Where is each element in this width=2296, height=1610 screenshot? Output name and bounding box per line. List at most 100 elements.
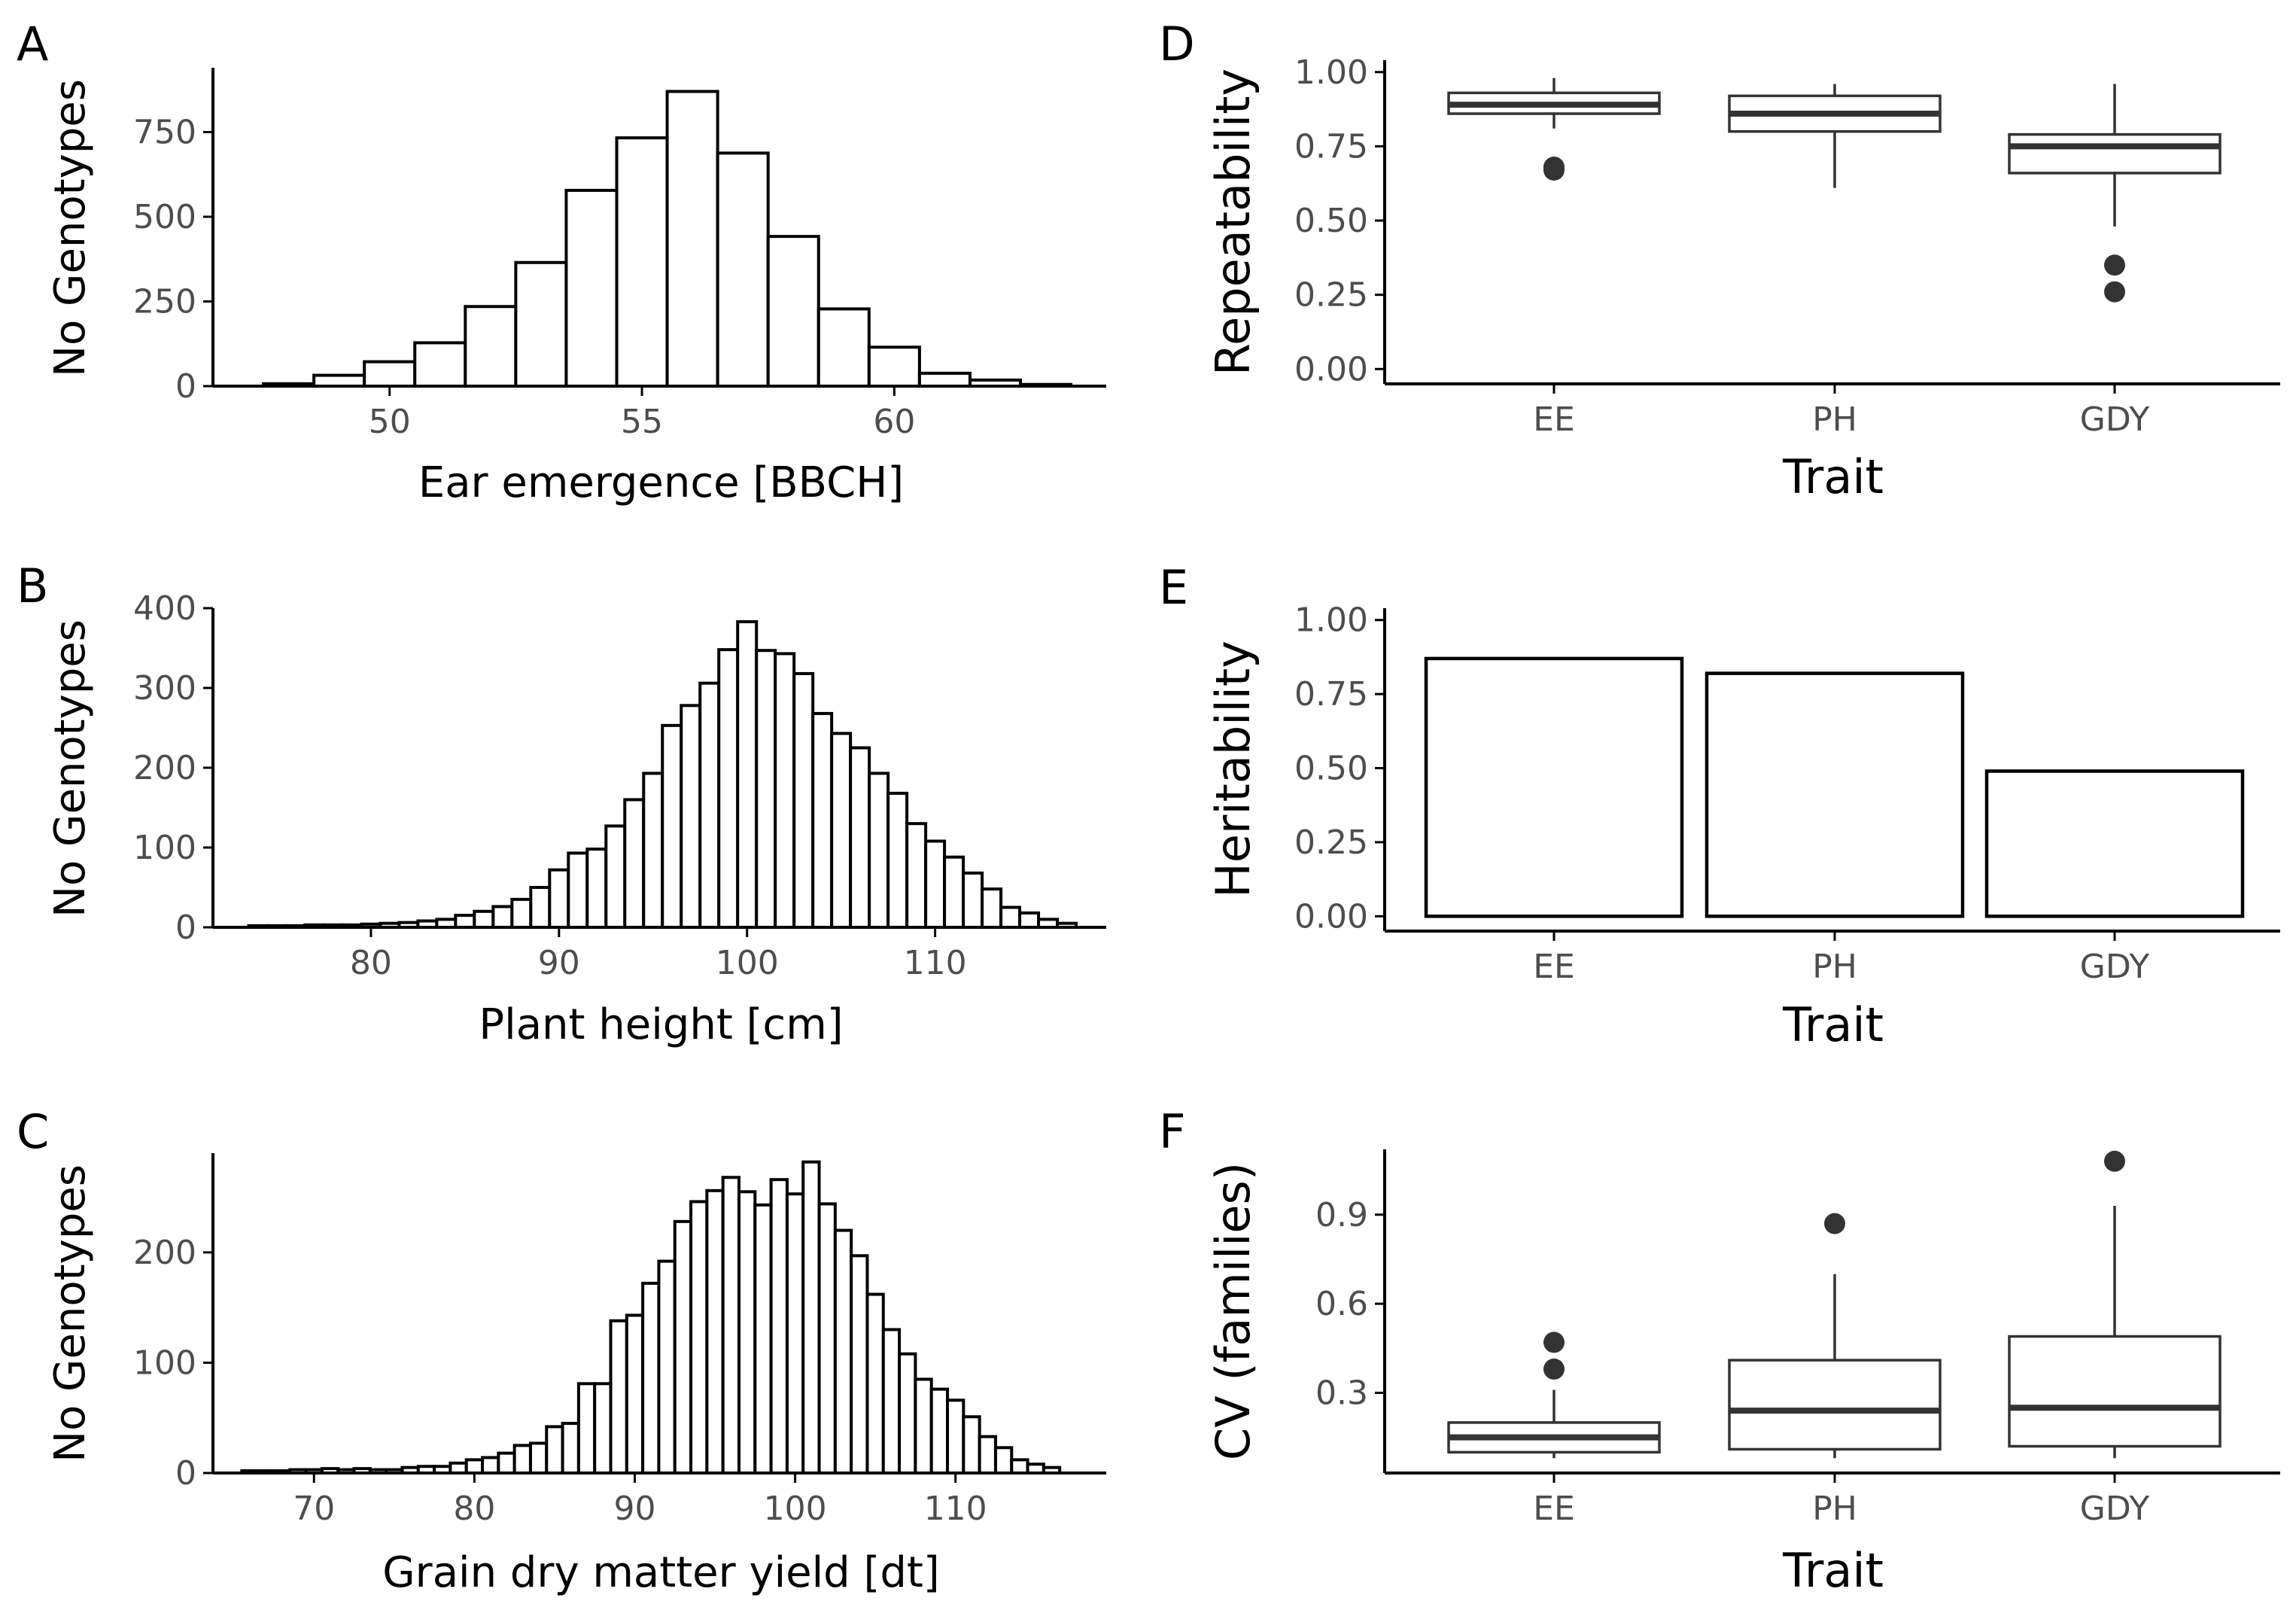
x-axis-title: Trait — [1782, 1543, 1884, 1598]
x-tick-label: 80 — [350, 944, 392, 982]
histogram-bar — [567, 851, 589, 930]
histogram-bar — [898, 1352, 917, 1475]
bar-ph — [1705, 671, 1965, 918]
y-tick-label: 750 — [133, 114, 196, 152]
y-tick-label: 0.00 — [1294, 897, 1368, 936]
y-axis-title: Heritability — [1206, 641, 1261, 898]
x-tick-label: EE — [1533, 1490, 1575, 1528]
y-tick-label: 0.3 — [1315, 1374, 1368, 1412]
y-tick-label: 400 — [133, 589, 196, 628]
histogram-bar — [766, 235, 820, 388]
x-tick-label: GDY — [2080, 1490, 2150, 1528]
histogram-bar — [1010, 1458, 1029, 1475]
x-axis-title: Trait — [1782, 997, 1884, 1052]
histogram-bar — [905, 822, 928, 929]
histogram-bar — [514, 260, 568, 388]
y-tick-label: 100 — [133, 1344, 196, 1382]
x-tick-label: PH — [1812, 1490, 1857, 1528]
panel-letter: E — [1159, 560, 1188, 615]
histogram-bar — [886, 791, 909, 930]
histogram-bar — [561, 1422, 580, 1475]
panel-f-boxplot: F EE PH GDY 0.3 0.6 0.9 Trait CV (families) — [1159, 1104, 2280, 1598]
outlier-point-gdy — [2104, 281, 2125, 303]
histogram-bar — [792, 671, 815, 929]
histogram-bar — [413, 341, 467, 388]
outlier-point-ee — [1543, 159, 1565, 181]
x-tick-label: 55 — [621, 403, 663, 441]
x-tick-label: 80 — [453, 1490, 495, 1528]
histogram-bar — [497, 1451, 516, 1475]
y-tick-label: 0 — [175, 908, 196, 947]
histogram-bar — [811, 711, 834, 929]
panel-letter: F — [1159, 1104, 1186, 1159]
x-axis-title: Plant height [cm] — [479, 1000, 843, 1049]
histogram-bar — [849, 746, 871, 929]
x-tick-label: 50 — [369, 403, 411, 441]
histogram-bar — [615, 136, 669, 388]
histogram-bar — [673, 1219, 693, 1475]
x-tick-label: EE — [1533, 948, 1575, 986]
histogram-bar — [665, 90, 719, 388]
x-tick-label: 110 — [904, 944, 967, 982]
outlier-point-gdy — [2104, 1150, 2125, 1172]
x-tick-label: PH — [1812, 400, 1857, 439]
panel-d-boxplot: D EE PH GDY 0.00 0.25 0.50 0.75 1.00 Trait Repeata… — [1159, 17, 2280, 504]
x-tick-label: 70 — [293, 1490, 335, 1528]
x-tick-label: EE — [1533, 400, 1575, 439]
histogram-bar — [529, 886, 552, 929]
y-tick-label: 0.00 — [1294, 350, 1368, 388]
panel-a-histogram: A 50 55 60 0 250 500 750 Ear emergence [BBCH] No … — [17, 17, 1106, 507]
histogram-bar — [623, 798, 646, 930]
y-tick-label: 0.50 — [1294, 750, 1368, 788]
histogram-bar — [830, 732, 853, 929]
y-tick-label: 1.00 — [1294, 601, 1368, 640]
box-gdy — [2008, 132, 2221, 175]
histogram-bar — [817, 1202, 837, 1475]
panel-letter: B — [17, 558, 49, 613]
histogram-bar — [769, 1178, 789, 1475]
panel-letter: C — [17, 1104, 49, 1159]
y-axis-title: No Genotypes — [46, 1164, 95, 1462]
histogram-bar — [454, 914, 476, 929]
histogram-bar — [363, 360, 417, 388]
histogram-bar — [929, 1387, 950, 1475]
y-axis-title: CV (families) — [1206, 1162, 1261, 1460]
histogram-bar — [641, 1281, 661, 1475]
histogram-bar — [312, 373, 366, 388]
histogram-bar — [464, 305, 518, 388]
histogram-bar — [576, 1382, 597, 1475]
histogram-bar — [548, 868, 570, 930]
histogram-bar — [464, 1458, 485, 1475]
histogram-bar — [914, 1377, 933, 1475]
histogram-bar — [585, 848, 608, 929]
y-tick-label: 0.25 — [1294, 823, 1368, 862]
x-axis-title: Ear emergence [BBCH] — [418, 458, 904, 507]
histogram-bar — [642, 772, 664, 930]
histogram-bar — [593, 1382, 613, 1475]
y-tick-label: 500 — [133, 198, 196, 236]
histogram-bar — [717, 648, 740, 929]
histogram-bar — [917, 371, 972, 388]
y-axis-title: No Genotypes — [46, 619, 95, 918]
histogram-bar — [981, 887, 1003, 929]
histogram-bar — [661, 723, 683, 929]
histogram-bar — [564, 188, 619, 388]
histogram-bar — [510, 897, 533, 930]
histogram-bar — [736, 620, 759, 930]
histogram-bar — [716, 151, 770, 388]
histogram-bar — [999, 905, 1022, 929]
histogram-bar — [657, 1259, 677, 1475]
x-tick-label: PH — [1812, 948, 1857, 986]
histogram-bar — [491, 905, 514, 929]
histogram-bar — [978, 1435, 997, 1475]
y-tick-label: 0.75 — [1294, 127, 1368, 166]
x-tick-label: 100 — [716, 944, 779, 982]
x-tick-label: 60 — [873, 403, 915, 441]
outlier-point-ph — [1824, 1213, 1845, 1234]
histogram-bar — [943, 855, 966, 929]
panel-letter: D — [1159, 17, 1195, 72]
histogram-bar — [1018, 911, 1041, 930]
x-axis-title: Grain dry matter yield [dt] — [382, 1548, 939, 1597]
y-tick-label: 0.9 — [1315, 1196, 1368, 1234]
